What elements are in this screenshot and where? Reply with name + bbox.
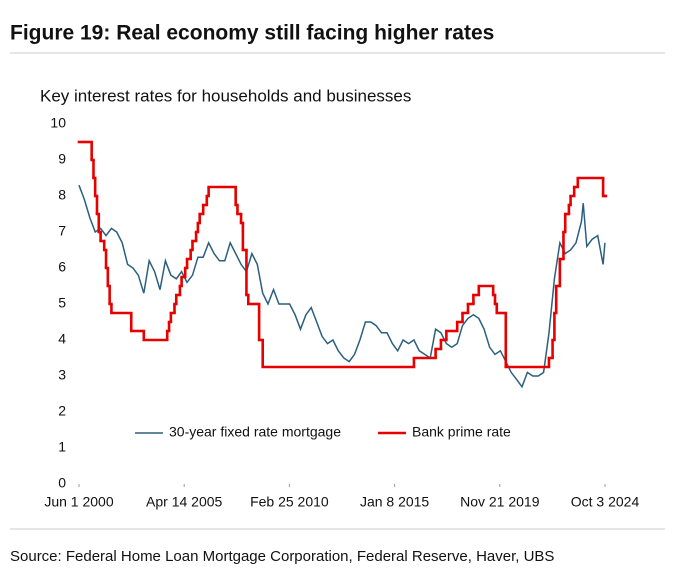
y-tick-label: 1 [58,439,66,455]
x-tick-label: Oct 3 2024 [571,494,640,510]
x-tick-label: Feb 25 2010 [250,494,329,510]
y-tick-label: 3 [58,367,66,383]
line-series [78,184,606,389]
x-tick-label: Jan 8 2015 [360,494,429,510]
legend-label: 30-year fixed rate mortgage [169,424,341,440]
x-tick-label: Apr 14 2005 [146,494,222,510]
y-tick-label: 2 [58,403,66,419]
y-tick-label: 6 [58,259,66,275]
y-tick-label: 4 [58,331,66,347]
chart-title: Figure 19: Real economy still facing hig… [10,22,494,45]
y-tick-label: 8 [58,187,66,203]
legend-label: Bank prime rate [412,424,511,440]
chart-subtitle: Key interest rates for households and bu… [40,86,411,105]
y-tick-label: 7 [58,223,66,239]
y-tick-label: 9 [58,151,66,167]
y-tick-label: 5 [58,295,66,311]
x-tick-label: Nov 21 2019 [460,494,540,510]
y-tick-label: 10 [50,115,66,131]
source-note: Source: Federal Home Loan Mortgage Corpo… [10,548,554,565]
y-tick-label: 0 [58,475,66,491]
x-tick-label: Jun 1 2000 [44,494,113,510]
